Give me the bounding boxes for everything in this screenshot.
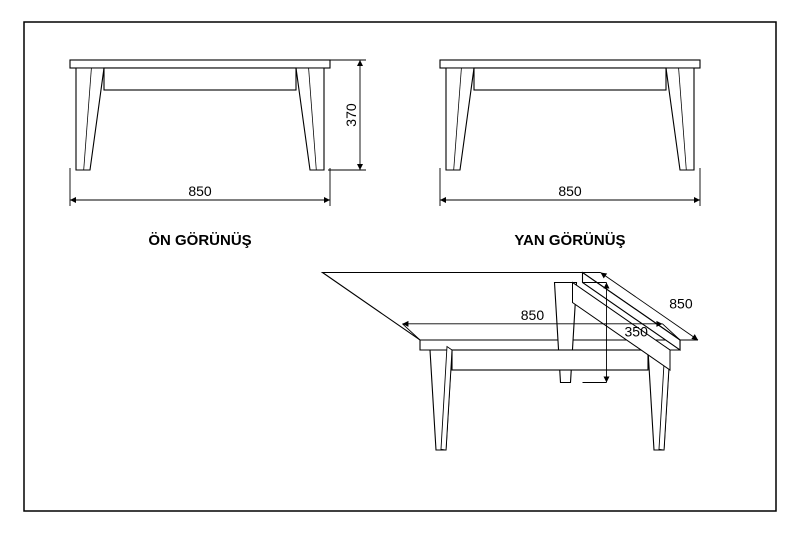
svg-text:ÖN GÖRÜNÜŞ: ÖN GÖRÜNÜŞ (148, 232, 251, 249)
drawing-canvas: 850 370 ÖN GÖRÜNÜŞ 850 YAN GÖRÜNÜŞ 850 850 350 (0, 0, 800, 533)
svg-text:850: 850 (188, 183, 212, 199)
svg-text:350: 350 (625, 324, 649, 340)
svg-text:850: 850 (558, 183, 582, 199)
svg-text:370: 370 (343, 103, 359, 127)
technical-drawing: 850 370 ÖN GÖRÜNÜŞ 850 YAN GÖRÜNÜŞ 850 850 350 (0, 0, 800, 533)
svg-text:850: 850 (521, 307, 545, 323)
svg-text:YAN GÖRÜNÜŞ: YAN GÖRÜNÜŞ (514, 232, 625, 249)
svg-text:850: 850 (669, 295, 693, 311)
